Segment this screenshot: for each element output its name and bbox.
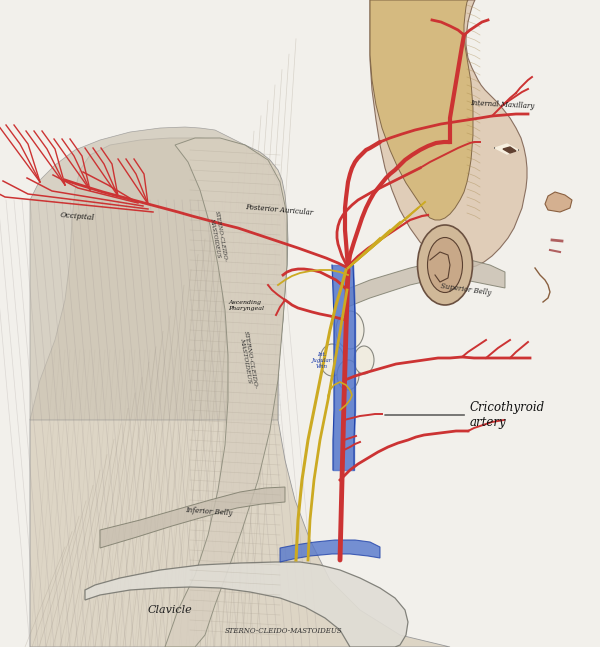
Ellipse shape (336, 311, 364, 349)
Text: Clavicle: Clavicle (148, 605, 193, 615)
Text: Occipital: Occipital (60, 211, 95, 222)
Polygon shape (545, 192, 572, 212)
Polygon shape (165, 138, 287, 647)
Text: STERNO-CLEIDO-MASTOIDEUS: STERNO-CLEIDO-MASTOIDEUS (225, 627, 343, 635)
Text: Posterior Auricular: Posterior Auricular (245, 203, 314, 217)
Polygon shape (495, 144, 518, 154)
Polygon shape (280, 540, 380, 562)
Polygon shape (370, 0, 473, 220)
Text: STERNO-CLEIDO-
MASTOIDEUS: STERNO-CLEIDO- MASTOIDEUS (208, 210, 228, 263)
Ellipse shape (320, 344, 344, 376)
Text: Superior Belly: Superior Belly (440, 282, 492, 297)
Polygon shape (370, 0, 527, 268)
Text: Internal Maxillary: Internal Maxillary (470, 98, 535, 110)
Polygon shape (345, 260, 505, 308)
Ellipse shape (354, 346, 374, 374)
Text: Int.
Jugular
Vein: Int. Jugular Vein (312, 353, 332, 369)
Ellipse shape (337, 360, 359, 390)
Polygon shape (30, 127, 287, 420)
Text: Inferior Belly: Inferior Belly (185, 506, 233, 517)
Polygon shape (100, 487, 285, 548)
Text: STERNO-CLEIDO-
MASTOIDEUS: STERNO-CLEIDO- MASTOIDEUS (238, 330, 259, 390)
Polygon shape (503, 147, 516, 153)
Text: Ascending
Pharyngeal: Ascending Pharyngeal (228, 300, 264, 311)
Ellipse shape (418, 225, 473, 305)
Polygon shape (85, 562, 408, 647)
Polygon shape (30, 138, 450, 647)
Ellipse shape (427, 237, 463, 292)
Text: Cricothyroid
artery: Cricothyroid artery (385, 401, 545, 429)
